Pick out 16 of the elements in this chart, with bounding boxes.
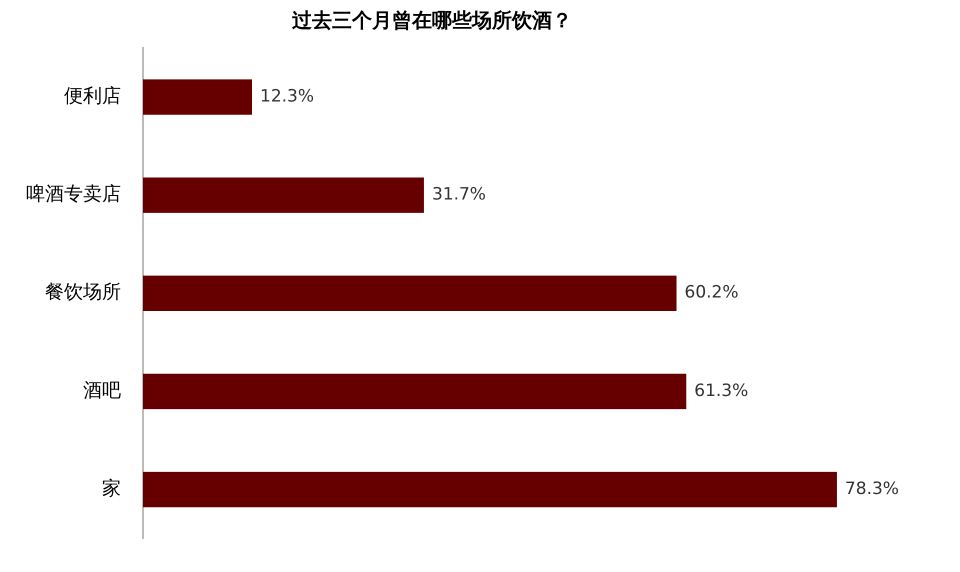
data-label: 12.3% [260, 86, 314, 106]
y-tick-label: 酒吧 [83, 379, 121, 402]
data-label: 61.3% [694, 380, 748, 401]
bar [143, 276, 677, 311]
bar [143, 472, 837, 508]
data-label: 60.2% [684, 282, 739, 303]
chart-title: 过去三个月曾在哪些场所饮酒？ [291, 8, 572, 32]
y-tick-label: 啤酒专卖店 [26, 183, 121, 206]
y-tick-label: 家 [102, 477, 121, 500]
bar [143, 79, 252, 115]
bar [143, 374, 686, 410]
y-tick-label: 便利店 [64, 84, 121, 107]
bar [143, 178, 424, 213]
y-tick-label: 餐饮场所 [45, 281, 121, 304]
data-label: 31.7% [432, 184, 486, 205]
data-label: 78.3% [844, 478, 899, 499]
